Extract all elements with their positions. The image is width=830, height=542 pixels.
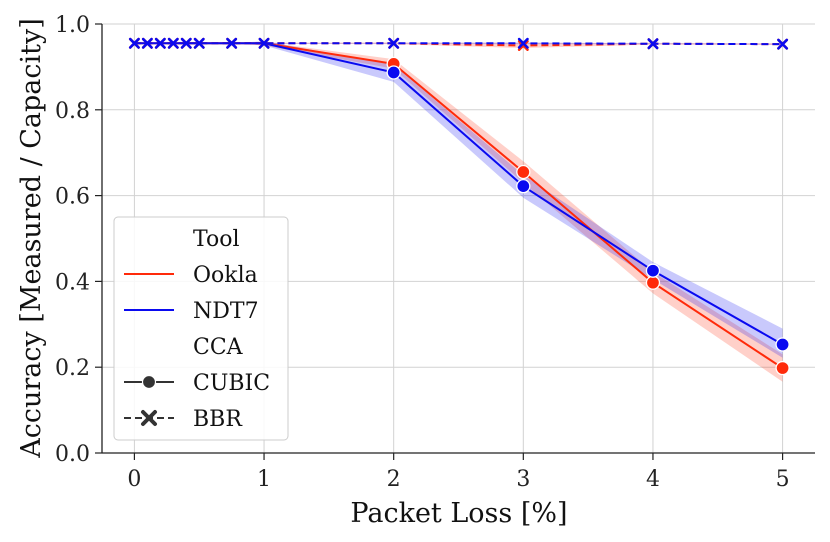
point-ndt7-bbr-7 xyxy=(258,37,270,49)
y-tick-label-2: 0.4 xyxy=(55,270,90,295)
point-ndt7-cubic-11 xyxy=(775,337,790,352)
point-ndt7-bbr-9 xyxy=(517,37,529,49)
point-ndt7-bbr-0 xyxy=(128,37,140,49)
legend-marker-bbr xyxy=(141,410,157,426)
legend-marker-cubic xyxy=(141,374,157,390)
y-tick-label-0: 0.0 xyxy=(55,442,90,467)
point-ndt7-bbr-2 xyxy=(154,37,166,49)
point-ookla-cubic-10 xyxy=(645,275,661,290)
line-ndt7-bbr xyxy=(134,42,783,46)
legend-label-ookla: Ookla xyxy=(193,263,258,288)
y-tick-label-5: 1.0 xyxy=(55,13,90,38)
axis-ticks: 0 1 2 3 4 5 0.0 0.2 0.4 0.6 0.8 1.0 xyxy=(55,13,790,492)
legend-label-ndt7: NDT7 xyxy=(193,299,259,324)
x-tick-label-2: 2 xyxy=(387,467,401,492)
point-ndt7-bbr-8 xyxy=(388,37,400,49)
legend: Tool Ookla NDT7 CCA CUBIC BBR xyxy=(113,216,289,441)
legend-frame xyxy=(113,216,289,441)
x-tick-label-1: 1 xyxy=(257,467,271,492)
y-tick-label-1: 0.2 xyxy=(55,356,90,381)
point-ndt7-bbr-5 xyxy=(193,37,205,49)
x-tick-label-3: 3 xyxy=(516,467,530,492)
x-tick-label-0: 0 xyxy=(127,467,141,492)
y-axis-title: Accuracy [Measured / Capacity] xyxy=(16,18,47,459)
legend-title-tool: Tool xyxy=(193,227,240,252)
point-ookla-cubic-9 xyxy=(516,164,531,180)
point-ndt7-cubic-9 xyxy=(516,179,531,194)
legend-label-cubic: CUBIC xyxy=(193,371,270,396)
point-ndt7-cubic-8 xyxy=(386,65,401,80)
series-lines xyxy=(134,42,784,369)
point-ndt7-bbr-4 xyxy=(180,37,192,49)
x-axis-title: Packet Loss [%] xyxy=(350,498,567,529)
legend-label-bbr: BBR xyxy=(193,407,243,432)
point-ndt7-cubic-10 xyxy=(645,263,661,278)
point-ookla-cubic-11 xyxy=(775,360,790,376)
legend-title-cca: CCA xyxy=(193,335,244,360)
x-tick-label-5: 5 xyxy=(776,467,790,492)
series-markers xyxy=(128,37,790,376)
point-ndt7-bbr-1 xyxy=(141,37,153,49)
point-ndt7-bbr-11 xyxy=(777,38,789,50)
x-tick-label-4: 4 xyxy=(646,467,660,492)
point-ndt7-bbr-10 xyxy=(647,38,659,50)
point-ndt7-bbr-6 xyxy=(226,37,238,49)
y-tick-label-4: 0.8 xyxy=(55,99,90,124)
point-ndt7-bbr-3 xyxy=(167,37,179,49)
point-ookla-bbr-9 xyxy=(517,39,529,51)
y-tick-label-3: 0.6 xyxy=(55,185,90,210)
